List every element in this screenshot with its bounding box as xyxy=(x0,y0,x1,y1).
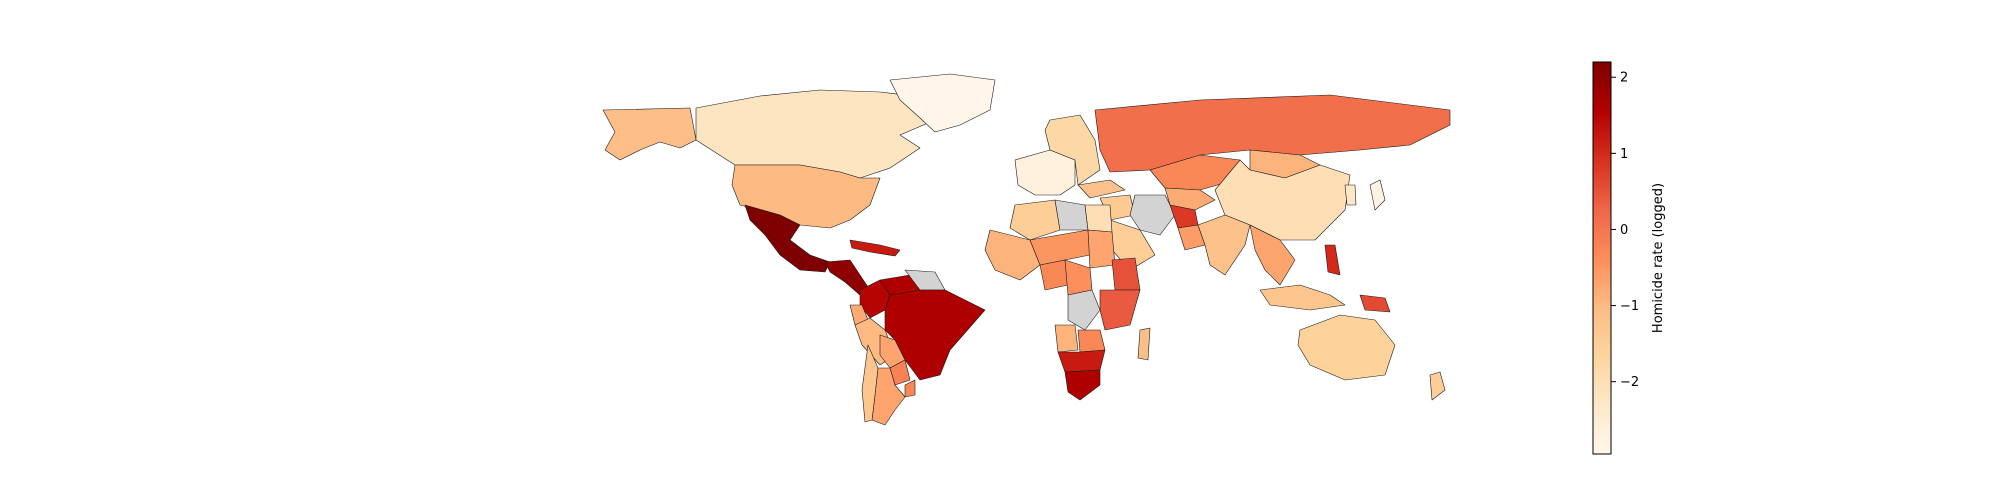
region-russia xyxy=(1094,94,1451,173)
region-indonesia xyxy=(1259,284,1346,311)
region-australia xyxy=(1297,314,1396,381)
region-south-africa xyxy=(1064,369,1101,401)
region-uruguay xyxy=(904,379,916,398)
colorbar: 2 1 0 −1 −2 Homicide rate (logged) xyxy=(1592,61,1666,455)
region-iran xyxy=(1129,194,1176,236)
region-southeast-asia xyxy=(1249,224,1296,286)
region-western-europe xyxy=(1014,149,1076,196)
region-libya xyxy=(1054,199,1089,231)
region-new-zealand xyxy=(1429,371,1446,401)
region-angola xyxy=(1054,324,1079,353)
region-caribbean xyxy=(849,239,901,257)
colorbar-tick-label: 1 xyxy=(1620,147,1628,162)
region-ethiopia xyxy=(1111,257,1141,291)
region-india xyxy=(1197,214,1251,276)
region-central-asia xyxy=(1164,187,1216,211)
region-japan xyxy=(1369,179,1386,211)
colorbar-label: Homicide rate (logged) xyxy=(1651,183,1666,333)
colorbar-tick-label: 2 xyxy=(1620,71,1628,86)
region-central-africa xyxy=(1064,259,1093,296)
region-east-africa xyxy=(1099,289,1141,331)
region-brazil xyxy=(884,289,986,381)
region-philippines xyxy=(1324,244,1341,276)
region-zambia xyxy=(1077,329,1106,353)
region-madagascar xyxy=(1137,327,1151,361)
region-algeria xyxy=(1009,199,1061,241)
region-turkey xyxy=(1077,179,1126,199)
region-chile xyxy=(861,344,879,423)
colorbar-ticks: 2 1 0 −1 −2 xyxy=(1611,71,1639,390)
region-southern-africa xyxy=(1057,349,1106,373)
region-greenland xyxy=(889,73,996,133)
region-korea xyxy=(1344,184,1357,206)
region-egypt xyxy=(1084,204,1113,233)
region-papua-new-guinea xyxy=(1359,294,1391,313)
colorbar-gradient xyxy=(1592,61,1612,455)
region-canada xyxy=(695,89,936,179)
colorbar-tick-label: −1 xyxy=(1620,299,1639,314)
country-layer xyxy=(602,73,1451,426)
colorbar-tick-label: 0 xyxy=(1620,223,1628,238)
region-alaska xyxy=(602,107,697,161)
colorbar-tick-label: −2 xyxy=(1620,375,1639,390)
region-dr-congo xyxy=(1067,289,1101,331)
region-nigeria xyxy=(1039,259,1069,291)
region-sudan xyxy=(1087,229,1116,269)
